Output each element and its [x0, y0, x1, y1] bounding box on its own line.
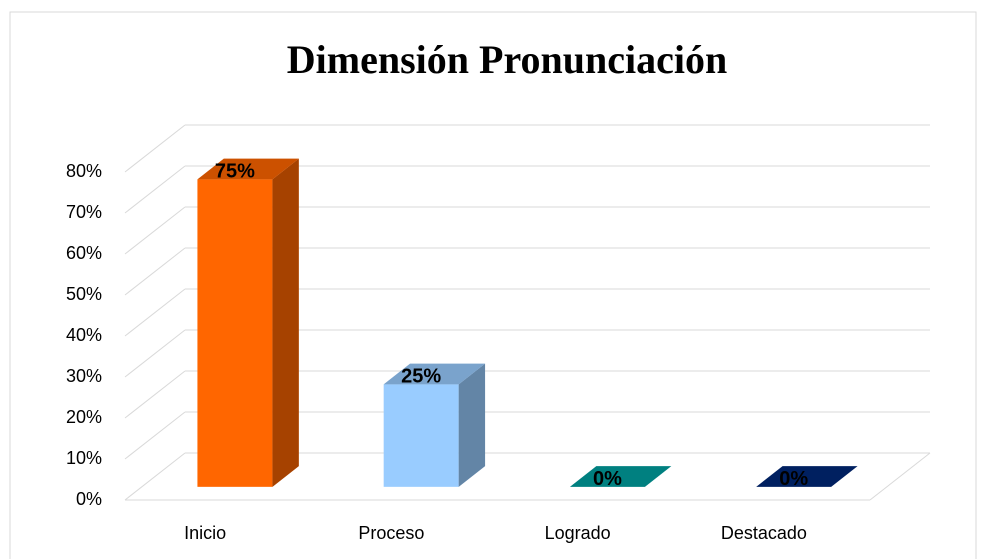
bar-front [383, 384, 459, 487]
grid-line [124, 206, 186, 255]
bar-side-shade [272, 158, 299, 487]
grid-line [124, 370, 186, 419]
bar-front [197, 179, 273, 487]
chart-title: Dimensión Pronunciación [287, 37, 727, 82]
bar-side [272, 158, 299, 487]
y-tick-label: 70% [66, 202, 102, 222]
y-tick-label: 20% [66, 407, 102, 427]
y-tick-label: 30% [66, 366, 102, 386]
bar-top-shade [197, 158, 299, 180]
bar-top [383, 363, 486, 385]
bar-top [756, 466, 858, 487]
bar-top-shade [383, 363, 486, 385]
x-tick-label: Destacado [721, 523, 807, 543]
grid-line [124, 452, 186, 501]
x-tick-label: Proceso [358, 523, 424, 543]
floor-line [869, 452, 931, 501]
y-tick-label: 80% [66, 161, 102, 181]
bar-top [569, 466, 672, 487]
value-label: 0% [593, 468, 622, 490]
grid-line [124, 411, 186, 460]
y-tick-label: 40% [66, 325, 102, 345]
x-tick-label: Inicio [184, 523, 226, 543]
x-tick-label: Logrado [545, 523, 611, 543]
grid-line [124, 165, 186, 214]
grid-line [124, 124, 186, 173]
value-label: 0% [779, 468, 808, 490]
y-tick-label: 0% [76, 489, 102, 509]
value-label: 75% [215, 161, 255, 183]
grid-line [124, 288, 186, 337]
y-tick-label: 60% [66, 243, 102, 263]
grid-line [124, 329, 186, 378]
value-label: 25% [401, 366, 441, 388]
y-tick-label: 10% [66, 448, 102, 468]
bar-side [458, 363, 486, 487]
grid-line [124, 247, 186, 296]
y-tick-label: 50% [66, 284, 102, 304]
bar-top [197, 158, 299, 180]
bar-side-shade [458, 363, 486, 487]
